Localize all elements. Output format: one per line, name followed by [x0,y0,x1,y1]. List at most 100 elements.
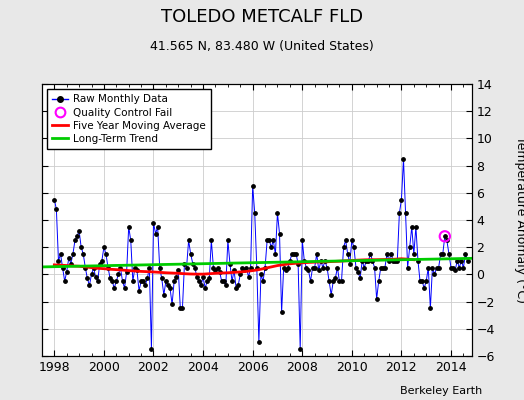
Point [296,346,304,352]
Point [393,258,401,264]
Point [104,264,112,271]
Text: TOLEDO METCALF FLD: TOLEDO METCALF FLD [161,8,363,26]
Point [261,264,269,271]
Point [302,264,311,271]
Point [461,251,470,257]
Point [455,264,463,271]
Point [93,278,102,284]
Point [193,274,201,280]
Point [362,258,370,264]
Point [401,210,410,216]
Point [381,264,389,271]
Point [379,264,387,271]
Point [340,244,348,250]
Point [143,275,151,282]
Point [130,264,139,271]
Point [271,251,280,257]
Point [211,267,220,274]
Point [121,285,129,291]
Point [83,275,92,282]
Point [310,264,319,271]
Point [292,251,300,257]
Point [350,244,358,250]
Point [399,156,408,162]
Point [414,258,422,264]
Point [114,271,123,278]
Point [375,278,383,284]
Point [368,258,377,264]
Point [356,275,364,282]
Point [213,264,222,271]
Point [178,305,187,312]
Point [383,251,391,257]
Point [283,264,292,271]
Point [75,228,83,234]
Point [391,258,399,264]
Text: 41.565 N, 83.480 W (United States): 41.565 N, 83.480 W (United States) [150,40,374,53]
Point [352,264,360,271]
Point [316,258,325,264]
Point [58,264,67,271]
Point [50,196,59,203]
Point [110,285,118,291]
Point [426,305,434,312]
Point [298,237,307,244]
Point [366,251,375,257]
Point [354,268,362,275]
Point [441,233,449,240]
Point [323,264,331,271]
Point [255,339,263,346]
Point [100,244,108,250]
Point [184,237,193,244]
Point [312,251,321,257]
Point [145,264,154,271]
Point [300,258,309,264]
Point [174,267,182,274]
Point [85,282,94,288]
Point [139,278,147,284]
Point [327,292,335,298]
Point [432,264,441,271]
Point [360,264,368,271]
Point [224,237,232,244]
Point [176,305,184,312]
Point [346,260,354,267]
Point [197,282,205,288]
Point [62,268,71,275]
Point [102,251,110,257]
Point [71,237,79,244]
Point [274,210,282,216]
Point [314,267,323,274]
Point [189,260,197,267]
Point [242,264,250,271]
Point [125,224,133,230]
Point [277,309,286,316]
Point [331,275,340,282]
Point [325,278,333,284]
Point [151,230,160,237]
Point [408,224,416,230]
Point [387,251,395,257]
Point [56,251,64,257]
Point [428,264,436,271]
Point [436,251,445,257]
Point [395,210,403,216]
Point [116,264,125,271]
Point [156,264,164,271]
Point [410,251,418,257]
Point [170,278,178,284]
Point [182,264,191,271]
Point [373,296,381,302]
Point [279,264,288,271]
Point [463,258,472,264]
Point [244,274,253,280]
Point [205,275,213,282]
Point [275,230,283,237]
Point [106,275,114,282]
Point [180,260,189,267]
Point [166,285,174,291]
Point [207,237,215,244]
Point [420,285,428,291]
Point [304,267,313,274]
Point [370,264,379,271]
